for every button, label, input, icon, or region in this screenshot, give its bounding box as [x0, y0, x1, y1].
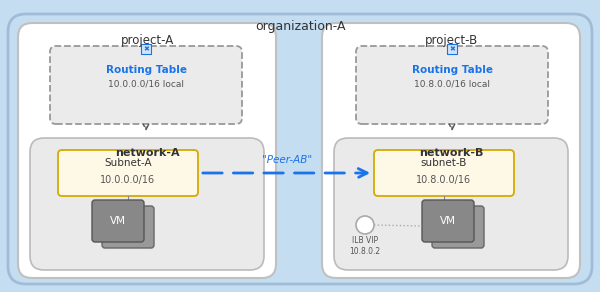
Text: subnet-B: subnet-B — [421, 158, 467, 168]
FancyBboxPatch shape — [50, 46, 242, 124]
FancyBboxPatch shape — [356, 46, 548, 124]
FancyBboxPatch shape — [334, 138, 568, 270]
FancyBboxPatch shape — [92, 200, 144, 242]
Text: network-A: network-A — [115, 148, 179, 158]
Text: ILB VIP
10.8.0.2: ILB VIP 10.8.0.2 — [349, 236, 380, 256]
FancyBboxPatch shape — [30, 138, 264, 270]
FancyBboxPatch shape — [8, 14, 592, 284]
Text: organization-A: organization-A — [255, 20, 345, 33]
Text: Routing Table: Routing Table — [106, 65, 187, 75]
Text: network-B: network-B — [419, 148, 483, 158]
Point — [141, 47, 151, 51]
FancyBboxPatch shape — [422, 200, 474, 242]
Text: Routing Table: Routing Table — [412, 65, 493, 75]
Text: 10.8.0.0/16: 10.8.0.0/16 — [416, 175, 472, 185]
Text: 10.0.0.0/16 local: 10.0.0.0/16 local — [108, 79, 184, 88]
Text: project-A: project-A — [121, 34, 173, 47]
Text: 10.8.0.0/16 local: 10.8.0.0/16 local — [414, 79, 490, 88]
Circle shape — [356, 216, 374, 234]
FancyBboxPatch shape — [374, 150, 514, 196]
Text: VM: VM — [440, 216, 456, 226]
Text: Subnet-A: Subnet-A — [104, 158, 152, 168]
FancyBboxPatch shape — [18, 23, 276, 278]
Text: "Peer-AB": "Peer-AB" — [262, 155, 312, 165]
Point — [447, 47, 457, 51]
Text: ✖: ✖ — [449, 46, 455, 52]
Text: project-B: project-B — [424, 34, 478, 47]
Text: VM: VM — [110, 216, 126, 226]
Text: ✖: ✖ — [143, 46, 149, 52]
FancyBboxPatch shape — [322, 23, 580, 278]
FancyBboxPatch shape — [58, 150, 198, 196]
Text: 10.0.0.0/16: 10.0.0.0/16 — [100, 175, 155, 185]
FancyBboxPatch shape — [432, 206, 484, 248]
FancyBboxPatch shape — [102, 206, 154, 248]
